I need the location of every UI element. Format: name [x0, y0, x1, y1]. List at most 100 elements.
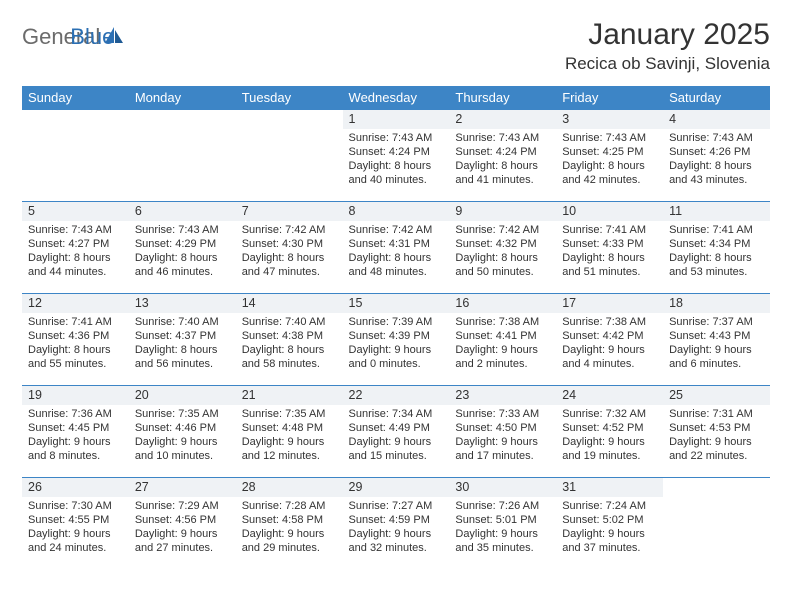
weekday-header: Monday: [129, 86, 236, 110]
calendar-cell: 4Sunrise: 7:43 AMSunset: 4:26 PMDaylight…: [663, 110, 770, 202]
day-number: 28: [236, 478, 343, 497]
calendar-cell: ..: [22, 110, 129, 202]
day-number: 23: [449, 386, 556, 405]
day-number: 13: [129, 294, 236, 313]
day-details: Sunrise: 7:41 AMSunset: 4:34 PMDaylight:…: [663, 221, 770, 283]
page-title: January 2025: [565, 18, 770, 52]
calendar-cell: 10Sunrise: 7:41 AMSunset: 4:33 PMDayligh…: [556, 202, 663, 294]
day-details: Sunrise: 7:43 AMSunset: 4:27 PMDaylight:…: [22, 221, 129, 283]
calendar-cell: 14Sunrise: 7:40 AMSunset: 4:38 PMDayligh…: [236, 294, 343, 386]
day-details: Sunrise: 7:39 AMSunset: 4:39 PMDaylight:…: [343, 313, 450, 375]
calendar-cell: 16Sunrise: 7:38 AMSunset: 4:41 PMDayligh…: [449, 294, 556, 386]
calendar-cell: 26Sunrise: 7:30 AMSunset: 4:55 PMDayligh…: [22, 478, 129, 570]
day-number: 4: [663, 110, 770, 129]
weekday-header: Wednesday: [343, 86, 450, 110]
calendar-cell: 24Sunrise: 7:32 AMSunset: 4:52 PMDayligh…: [556, 386, 663, 478]
weekday-header: Thursday: [449, 86, 556, 110]
calendar-cell: 5Sunrise: 7:43 AMSunset: 4:27 PMDaylight…: [22, 202, 129, 294]
day-details: Sunrise: 7:34 AMSunset: 4:49 PMDaylight:…: [343, 405, 450, 467]
calendar-cell: 28Sunrise: 7:28 AMSunset: 4:58 PMDayligh…: [236, 478, 343, 570]
day-number: 14: [236, 294, 343, 313]
calendar-cell: 20Sunrise: 7:35 AMSunset: 4:46 PMDayligh…: [129, 386, 236, 478]
calendar-cell: ..: [663, 478, 770, 570]
calendar-cell: ..: [236, 110, 343, 202]
calendar-cell: 9Sunrise: 7:42 AMSunset: 4:32 PMDaylight…: [449, 202, 556, 294]
day-details: Sunrise: 7:29 AMSunset: 4:56 PMDaylight:…: [129, 497, 236, 559]
day-details: Sunrise: 7:36 AMSunset: 4:45 PMDaylight:…: [22, 405, 129, 467]
day-number: 6: [129, 202, 236, 221]
day-details: Sunrise: 7:43 AMSunset: 4:24 PMDaylight:…: [449, 129, 556, 191]
calendar-cell: 15Sunrise: 7:39 AMSunset: 4:39 PMDayligh…: [343, 294, 450, 386]
weekday-header: Tuesday: [236, 86, 343, 110]
calendar-cell: 6Sunrise: 7:43 AMSunset: 4:29 PMDaylight…: [129, 202, 236, 294]
day-number: 16: [449, 294, 556, 313]
weekday-header: Friday: [556, 86, 663, 110]
day-details: Sunrise: 7:30 AMSunset: 4:55 PMDaylight:…: [22, 497, 129, 559]
day-number: 24: [556, 386, 663, 405]
day-details: Sunrise: 7:42 AMSunset: 4:30 PMDaylight:…: [236, 221, 343, 283]
day-number: 26: [22, 478, 129, 497]
calendar-cell: 31Sunrise: 7:24 AMSunset: 5:02 PMDayligh…: [556, 478, 663, 570]
day-number: 29: [343, 478, 450, 497]
day-details: Sunrise: 7:42 AMSunset: 4:31 PMDaylight:…: [343, 221, 450, 283]
day-number: 31: [556, 478, 663, 497]
day-number: 17: [556, 294, 663, 313]
day-details: Sunrise: 7:41 AMSunset: 4:36 PMDaylight:…: [22, 313, 129, 375]
calendar-cell: 1Sunrise: 7:43 AMSunset: 4:24 PMDaylight…: [343, 110, 450, 202]
calendar-cell: 29Sunrise: 7:27 AMSunset: 4:59 PMDayligh…: [343, 478, 450, 570]
calendar-header-row: SundayMondayTuesdayWednesdayThursdayFrid…: [22, 86, 770, 110]
day-details: Sunrise: 7:27 AMSunset: 4:59 PMDaylight:…: [343, 497, 450, 559]
calendar-cell: 3Sunrise: 7:43 AMSunset: 4:25 PMDaylight…: [556, 110, 663, 202]
calendar-cell: 21Sunrise: 7:35 AMSunset: 4:48 PMDayligh…: [236, 386, 343, 478]
day-number: 9: [449, 202, 556, 221]
day-number: 18: [663, 294, 770, 313]
day-details: Sunrise: 7:42 AMSunset: 4:32 PMDaylight:…: [449, 221, 556, 283]
calendar-cell: 30Sunrise: 7:26 AMSunset: 5:01 PMDayligh…: [449, 478, 556, 570]
weekday-header: Saturday: [663, 86, 770, 110]
day-number: 20: [129, 386, 236, 405]
day-number: 5: [22, 202, 129, 221]
title-block: January 2025 Recica ob Savinji, Slovenia: [565, 18, 770, 74]
day-number: 22: [343, 386, 450, 405]
calendar-cell: 12Sunrise: 7:41 AMSunset: 4:36 PMDayligh…: [22, 294, 129, 386]
day-details: Sunrise: 7:40 AMSunset: 4:38 PMDaylight:…: [236, 313, 343, 375]
calendar-cell: 23Sunrise: 7:33 AMSunset: 4:50 PMDayligh…: [449, 386, 556, 478]
day-number: 12: [22, 294, 129, 313]
day-details: Sunrise: 7:43 AMSunset: 4:24 PMDaylight:…: [343, 129, 450, 191]
calendar-cell: 2Sunrise: 7:43 AMSunset: 4:24 PMDaylight…: [449, 110, 556, 202]
calendar-table: SundayMondayTuesdayWednesdayThursdayFrid…: [22, 86, 770, 570]
calendar-cell: 18Sunrise: 7:37 AMSunset: 4:43 PMDayligh…: [663, 294, 770, 386]
calendar-cell: 25Sunrise: 7:31 AMSunset: 4:53 PMDayligh…: [663, 386, 770, 478]
day-details: Sunrise: 7:43 AMSunset: 4:29 PMDaylight:…: [129, 221, 236, 283]
calendar-cell: 11Sunrise: 7:41 AMSunset: 4:34 PMDayligh…: [663, 202, 770, 294]
day-number: 8: [343, 202, 450, 221]
calendar-cell: 22Sunrise: 7:34 AMSunset: 4:49 PMDayligh…: [343, 386, 450, 478]
calendar-cell: 8Sunrise: 7:42 AMSunset: 4:31 PMDaylight…: [343, 202, 450, 294]
day-number: 11: [663, 202, 770, 221]
day-details: Sunrise: 7:31 AMSunset: 4:53 PMDaylight:…: [663, 405, 770, 467]
day-number: 19: [22, 386, 129, 405]
day-details: Sunrise: 7:38 AMSunset: 4:42 PMDaylight:…: [556, 313, 663, 375]
calendar-cell: 7Sunrise: 7:42 AMSunset: 4:30 PMDaylight…: [236, 202, 343, 294]
day-number: 1: [343, 110, 450, 129]
location-subtitle: Recica ob Savinji, Slovenia: [565, 54, 770, 74]
calendar-cell: 19Sunrise: 7:36 AMSunset: 4:45 PMDayligh…: [22, 386, 129, 478]
day-number: 7: [236, 202, 343, 221]
day-details: Sunrise: 7:37 AMSunset: 4:43 PMDaylight:…: [663, 313, 770, 375]
day-number: 21: [236, 386, 343, 405]
day-number: 27: [129, 478, 236, 497]
day-details: Sunrise: 7:40 AMSunset: 4:37 PMDaylight:…: [129, 313, 236, 375]
day-details: Sunrise: 7:43 AMSunset: 4:26 PMDaylight:…: [663, 129, 770, 191]
day-details: Sunrise: 7:35 AMSunset: 4:46 PMDaylight:…: [129, 405, 236, 467]
day-number: 2: [449, 110, 556, 129]
day-number: 15: [343, 294, 450, 313]
day-number: 3: [556, 110, 663, 129]
day-details: Sunrise: 7:28 AMSunset: 4:58 PMDaylight:…: [236, 497, 343, 559]
day-details: Sunrise: 7:26 AMSunset: 5:01 PMDaylight:…: [449, 497, 556, 559]
weekday-header: Sunday: [22, 86, 129, 110]
calendar-cell: 17Sunrise: 7:38 AMSunset: 4:42 PMDayligh…: [556, 294, 663, 386]
header: General Blue January 2025 Recica ob Savi…: [22, 18, 770, 74]
day-details: Sunrise: 7:33 AMSunset: 4:50 PMDaylight:…: [449, 405, 556, 467]
calendar-cell: ..: [129, 110, 236, 202]
calendar-cell: 13Sunrise: 7:40 AMSunset: 4:37 PMDayligh…: [129, 294, 236, 386]
